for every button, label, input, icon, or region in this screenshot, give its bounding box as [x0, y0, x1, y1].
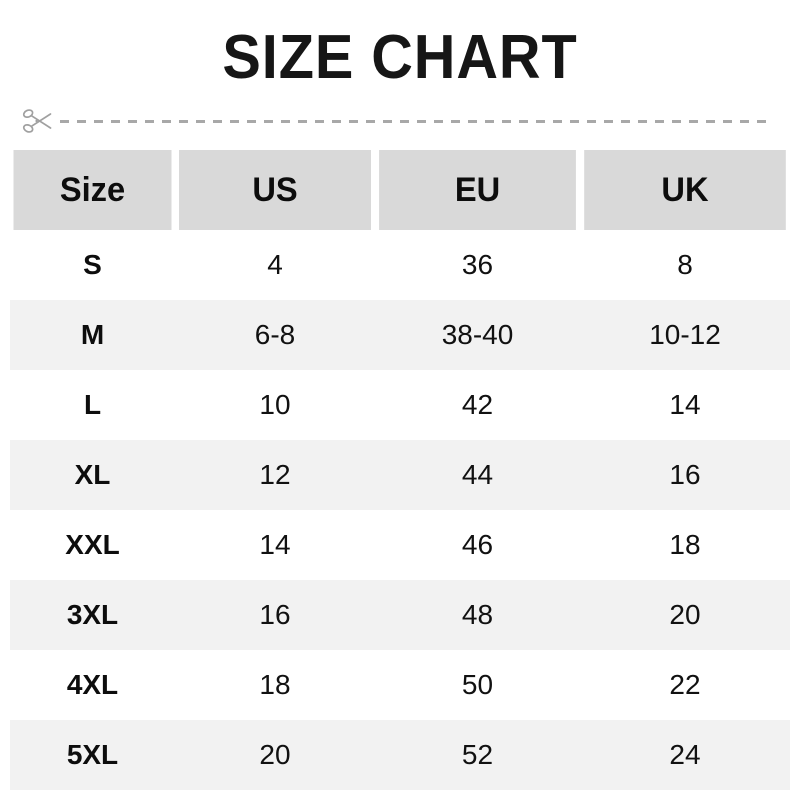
table-row: 5XL 20 52 24 — [10, 720, 790, 790]
cell-size: S — [10, 230, 175, 300]
cell-size: M — [10, 300, 175, 370]
cell-us: 14 — [175, 510, 375, 580]
table-body: S 4 36 8 M 6-8 38-40 10-12 L 10 42 14 XL… — [10, 230, 790, 790]
cell-size: 4XL — [10, 650, 175, 720]
scissors-icon — [22, 109, 52, 133]
cell-uk: 20 — [580, 580, 790, 650]
cell-uk: 10-12 — [580, 300, 790, 370]
cell-uk: 16 — [580, 440, 790, 510]
cell-eu: 38-40 — [375, 300, 580, 370]
cell-size: L — [10, 370, 175, 440]
cell-us: 18 — [175, 650, 375, 720]
table-header-row: Size US EU UK — [10, 150, 790, 230]
cell-us: 16 — [175, 580, 375, 650]
table-header: Size US EU UK — [10, 150, 790, 230]
cell-uk: 22 — [580, 650, 790, 720]
column-header-size: Size — [13, 150, 172, 230]
cell-uk: 14 — [580, 370, 790, 440]
cell-us: 4 — [175, 230, 375, 300]
dashed-cut-line — [60, 120, 770, 123]
cell-us: 10 — [175, 370, 375, 440]
cell-eu: 42 — [375, 370, 580, 440]
table-row: XL 12 44 16 — [10, 440, 790, 510]
table-row: M 6-8 38-40 10-12 — [10, 300, 790, 370]
column-header-uk: UK — [584, 150, 786, 230]
cell-us: 20 — [175, 720, 375, 790]
cell-size: 5XL — [10, 720, 175, 790]
cell-size: XXL — [10, 510, 175, 580]
table-row: XXL 14 46 18 — [10, 510, 790, 580]
cell-eu: 44 — [375, 440, 580, 510]
table-row: L 10 42 14 — [10, 370, 790, 440]
cell-us: 12 — [175, 440, 375, 510]
cut-line — [22, 106, 778, 136]
cell-size: 3XL — [10, 580, 175, 650]
cell-size: XL — [10, 440, 175, 510]
cell-uk: 8 — [580, 230, 790, 300]
cell-eu: 52 — [375, 720, 580, 790]
cell-us: 6-8 — [175, 300, 375, 370]
table-row: S 4 36 8 — [10, 230, 790, 300]
cell-eu: 46 — [375, 510, 580, 580]
table-row: 3XL 16 48 20 — [10, 580, 790, 650]
column-header-us: US — [179, 150, 371, 230]
table-row: 4XL 18 50 22 — [10, 650, 790, 720]
cell-eu: 50 — [375, 650, 580, 720]
page-title-container: SIZE CHART — [0, 24, 800, 92]
cell-eu: 48 — [375, 580, 580, 650]
cell-eu: 36 — [375, 230, 580, 300]
page-title: SIZE CHART — [222, 23, 578, 92]
column-header-eu: EU — [379, 150, 576, 230]
cell-uk: 24 — [580, 720, 790, 790]
size-chart-table: Size US EU UK S 4 36 8 M 6-8 38-40 10-12… — [10, 150, 790, 790]
cell-uk: 18 — [580, 510, 790, 580]
